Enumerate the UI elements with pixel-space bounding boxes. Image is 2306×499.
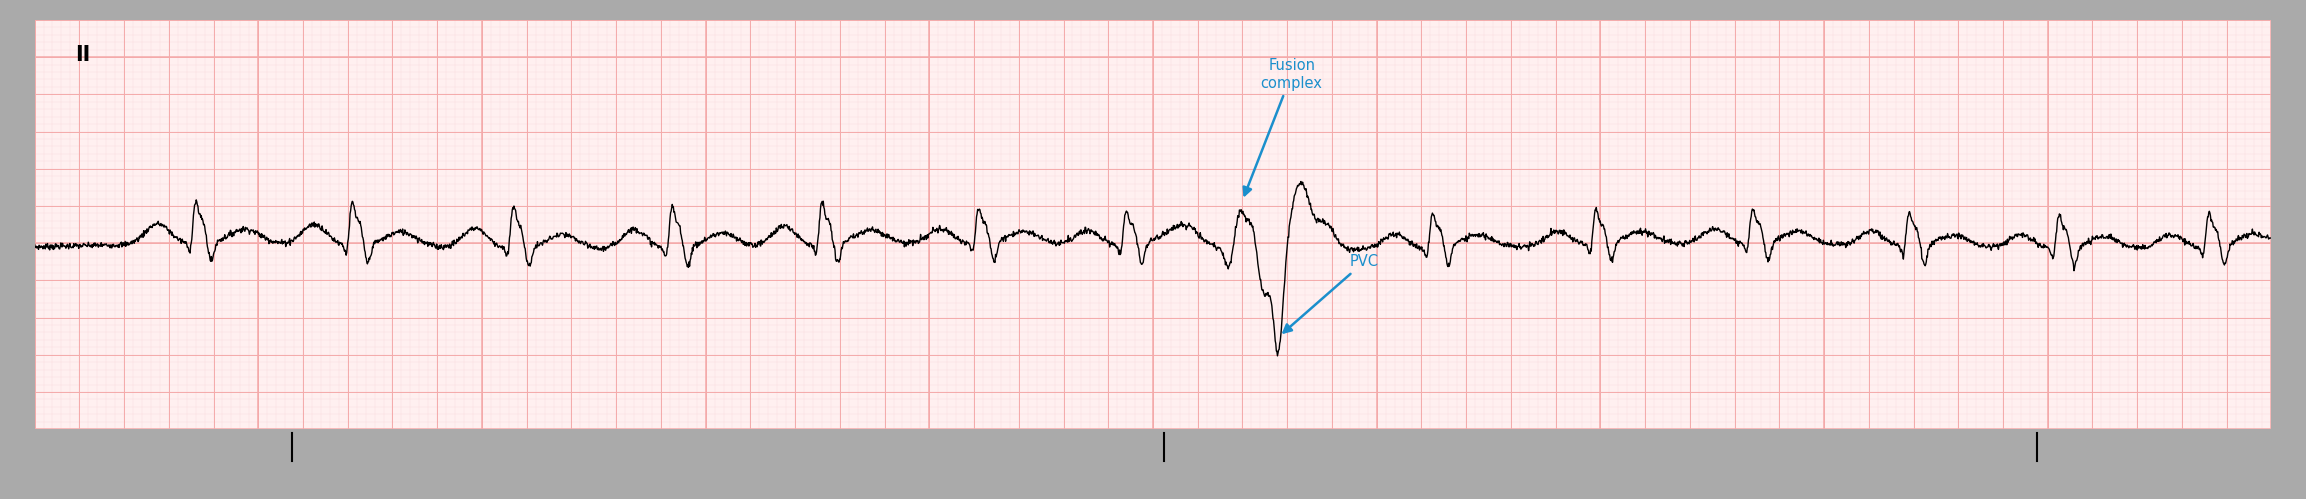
Text: Fusion
complex: Fusion complex xyxy=(1243,58,1324,195)
Text: II: II xyxy=(74,44,90,64)
Text: PVC: PVC xyxy=(1284,254,1379,332)
